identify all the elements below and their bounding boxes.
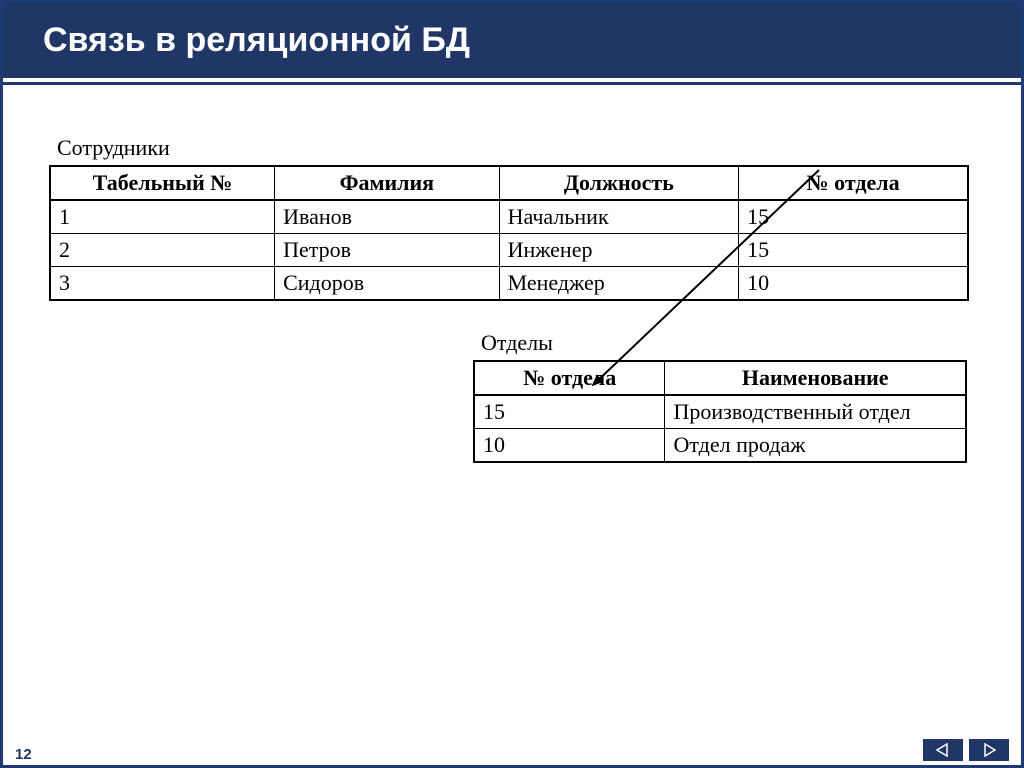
table-header-row: № отдела Наименование xyxy=(474,361,966,395)
col-header: Наименование xyxy=(665,361,966,395)
prev-button[interactable] xyxy=(923,739,963,761)
table-row: 2 Петров Инженер 15 xyxy=(50,234,968,267)
col-header: Фамилия xyxy=(275,166,500,200)
cell: 15 xyxy=(739,200,968,234)
cell: Производственный отдел xyxy=(665,395,966,429)
departments-caption: Отделы xyxy=(481,330,967,356)
footer: 12 xyxy=(3,737,1021,765)
cell: 10 xyxy=(739,267,968,301)
employees-caption: Сотрудники xyxy=(57,135,975,161)
cell: 2 xyxy=(50,234,275,267)
table-row: 3 Сидоров Менеджер 10 xyxy=(50,267,968,301)
col-header: № отдела xyxy=(474,361,665,395)
next-button[interactable] xyxy=(969,739,1009,761)
employees-table: Табельный № Фамилия Должность № отдела 1… xyxy=(49,165,969,301)
table-row: 10 Отдел продаж xyxy=(474,429,966,463)
cell: 3 xyxy=(50,267,275,301)
table-row: 1 Иванов Начальник 15 xyxy=(50,200,968,234)
cell: Сидоров xyxy=(275,267,500,301)
col-header: Табельный № xyxy=(50,166,275,200)
cell: Петров xyxy=(275,234,500,267)
cell: Иванов xyxy=(275,200,500,234)
departments-table: № отдела Наименование 15 Производственны… xyxy=(473,360,967,463)
table-header-row: Табельный № Фамилия Должность № отдела xyxy=(50,166,968,200)
slide: Связь в реляционной БД Сотрудники Табель… xyxy=(0,0,1024,768)
cell: 15 xyxy=(474,395,665,429)
cell: 1 xyxy=(50,200,275,234)
cell: Инженер xyxy=(499,234,739,267)
slide-title: Связь в реляционной БД xyxy=(43,21,1021,60)
page-number: 12 xyxy=(15,746,32,763)
cell: 10 xyxy=(474,429,665,463)
cell: Менеджер xyxy=(499,267,739,301)
col-header: № отдела xyxy=(739,166,968,200)
title-bar: Связь в реляционной БД xyxy=(3,3,1021,82)
chevron-right-icon xyxy=(981,743,997,757)
table-row: 15 Производственный отдел xyxy=(474,395,966,429)
content-area: Сотрудники Табельный № Фамилия Должность… xyxy=(3,85,1021,301)
chevron-left-icon xyxy=(935,743,951,757)
departments-block: Отделы № отдела Наименование 15 Производ… xyxy=(473,330,967,463)
cell: Отдел продаж xyxy=(665,429,966,463)
cell: Начальник xyxy=(499,200,739,234)
cell: 15 xyxy=(739,234,968,267)
col-header: Должность xyxy=(499,166,739,200)
